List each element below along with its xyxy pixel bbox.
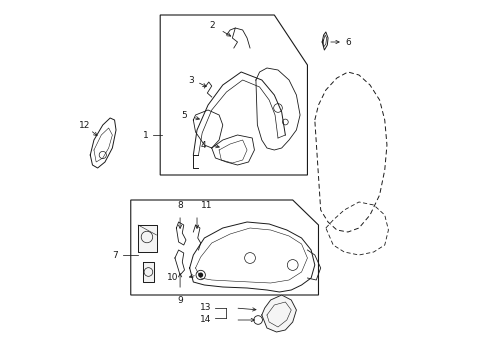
Text: 6: 6 bbox=[345, 37, 351, 46]
Text: 7: 7 bbox=[112, 251, 117, 260]
Polygon shape bbox=[142, 262, 154, 282]
Text: 8: 8 bbox=[177, 201, 183, 210]
Text: 2: 2 bbox=[208, 21, 214, 30]
Circle shape bbox=[199, 273, 202, 277]
Text: 3: 3 bbox=[188, 76, 194, 85]
Text: 4: 4 bbox=[200, 140, 205, 149]
Text: 5: 5 bbox=[181, 111, 186, 120]
Text: 1: 1 bbox=[143, 131, 149, 140]
Polygon shape bbox=[138, 225, 156, 252]
Text: 11: 11 bbox=[200, 201, 212, 210]
Polygon shape bbox=[261, 295, 296, 332]
Text: 14: 14 bbox=[200, 315, 211, 324]
Text: 13: 13 bbox=[200, 303, 211, 312]
Text: 9: 9 bbox=[177, 296, 183, 305]
Text: 12: 12 bbox=[79, 121, 91, 130]
Text: 10: 10 bbox=[167, 274, 178, 283]
